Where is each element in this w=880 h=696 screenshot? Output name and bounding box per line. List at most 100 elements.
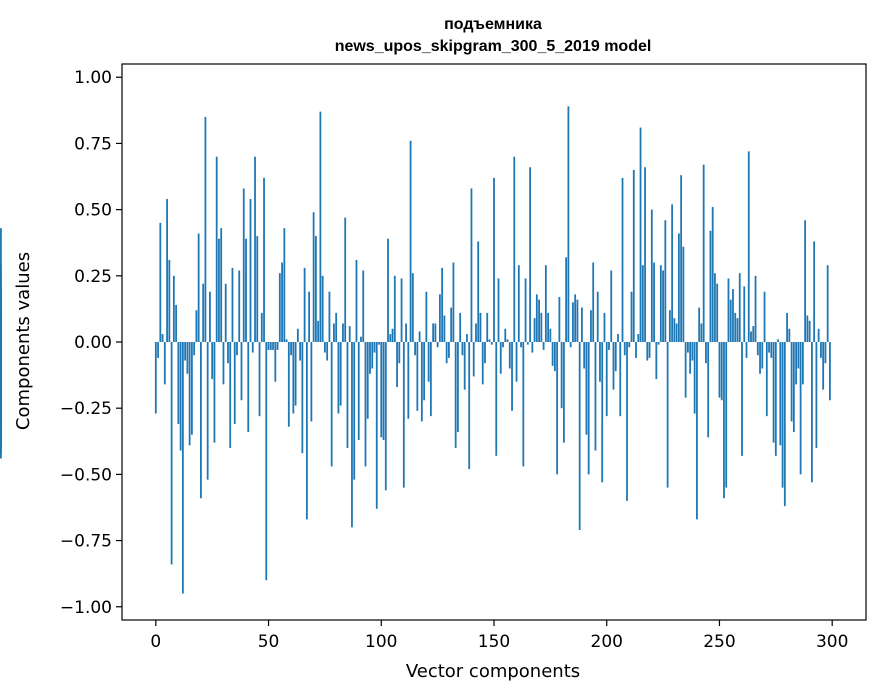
bar-46: [258, 342, 261, 417]
bar-197: [599, 342, 601, 382]
bar-164: [524, 278, 527, 342]
x-tick-label: 50: [258, 632, 280, 652]
bar-33: [229, 342, 232, 448]
bar-119: [423, 342, 426, 401]
bar-80: [335, 312, 338, 342]
bar-117: [418, 331, 421, 342]
bar-181: [562, 342, 565, 443]
bar-249: [716, 283, 719, 342]
bar-187: [576, 299, 579, 342]
bar-298: [826, 265, 829, 342]
bar-272: [768, 342, 770, 353]
bar-11: [179, 342, 182, 451]
bar-140: [470, 188, 473, 342]
bar-279: [783, 342, 786, 507]
bar-137: [463, 342, 466, 390]
bar-281: [788, 328, 791, 342]
bar-294: [817, 328, 820, 342]
bar-85: [346, 342, 349, 448]
bar-275: [774, 342, 777, 456]
bar-61: [292, 342, 295, 414]
bar-296: [822, 342, 825, 390]
bar-291: [810, 342, 813, 483]
bar-227: [666, 342, 669, 488]
bar-242: [700, 323, 703, 342]
bar-64: [299, 342, 302, 361]
bar-72: [317, 320, 320, 342]
bar-118: [420, 342, 423, 422]
bar-39: [242, 188, 245, 342]
bar-241: [698, 307, 701, 342]
bar-92: [362, 270, 365, 342]
bar-238: [691, 342, 694, 361]
bar-288: [804, 220, 807, 342]
bar-212: [632, 169, 635, 342]
bar-47: [260, 312, 263, 342]
bar-215: [639, 127, 642, 342]
bar-174: [547, 312, 550, 342]
y-tick-label: 0.00: [74, 333, 112, 353]
bar-189: [581, 307, 583, 342]
bar-165: [526, 342, 529, 345]
bar-239: [693, 342, 696, 414]
bar-111: [405, 323, 407, 342]
bar-116: [416, 342, 419, 411]
y-tick-label: 0.50: [74, 201, 112, 221]
bar-126: [438, 294, 441, 342]
bar-159: [513, 156, 516, 342]
bar-218: [646, 342, 649, 361]
bar-52: [272, 342, 274, 350]
bar-286: [799, 342, 802, 475]
x-tick-label: 300: [816, 632, 848, 652]
bar-280: [786, 312, 788, 342]
bar-173: [544, 265, 547, 342]
bar-43: [251, 342, 254, 353]
bar-48: [263, 177, 265, 342]
bar-67: [305, 342, 308, 520]
bar-207: [621, 177, 624, 342]
bar-129: [445, 342, 448, 364]
y-tick-label: 1.00: [74, 68, 112, 88]
bar-84: [344, 217, 347, 342]
bar-156: [506, 339, 509, 342]
bar-269: [761, 342, 764, 369]
bar-115: [414, 342, 416, 356]
bar-244: [705, 342, 707, 364]
bar-89: [355, 259, 358, 342]
bar-132: [452, 262, 455, 342]
bar-237: [689, 342, 692, 374]
bar-10: [177, 342, 180, 425]
bar-96: [371, 342, 374, 369]
bar-153: [499, 342, 502, 374]
bar-73: [319, 111, 322, 342]
bar-295: [820, 342, 822, 358]
bar-284: [795, 342, 798, 385]
bar-188: [578, 342, 581, 530]
bar-8: [172, 275, 175, 342]
chart-title-line-2: news_upos_skipgram_300_5_2019 model: [335, 38, 652, 55]
bar-82: [339, 342, 342, 406]
bar-97: [373, 342, 376, 353]
bar-210: [628, 342, 631, 348]
bar-78: [330, 342, 333, 467]
bar-161: [517, 265, 520, 342]
bar-268: [759, 342, 761, 374]
bar-163: [522, 342, 525, 467]
bar-154: [502, 342, 504, 348]
bar-141: [472, 342, 475, 377]
bar-223: [657, 342, 660, 345]
bar-202: [610, 270, 613, 342]
bar-142: [475, 323, 477, 342]
y-tick-label: −0.50: [60, 465, 112, 485]
bar-152: [497, 278, 500, 342]
bar-220: [650, 209, 653, 342]
y-tick-label: 0.75: [74, 134, 112, 154]
bar-195: [594, 342, 597, 451]
bar-25: [211, 342, 214, 380]
bar-103: [387, 238, 389, 342]
bar-169: [535, 294, 538, 342]
bar-121: [427, 342, 430, 382]
bar-5: [166, 199, 168, 342]
bar-112: [407, 342, 410, 419]
